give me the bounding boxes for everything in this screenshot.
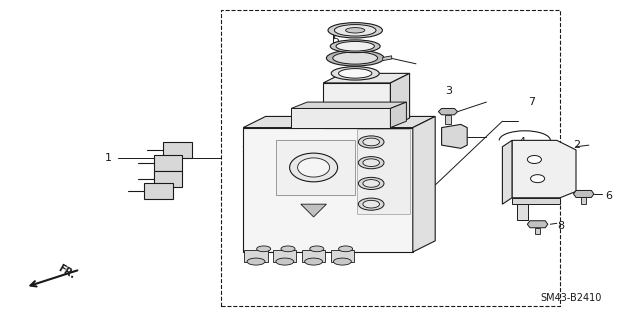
Polygon shape bbox=[273, 250, 296, 262]
Ellipse shape bbox=[276, 258, 294, 265]
Ellipse shape bbox=[333, 258, 351, 265]
Polygon shape bbox=[154, 171, 182, 187]
Polygon shape bbox=[154, 155, 182, 171]
Polygon shape bbox=[413, 116, 435, 252]
Polygon shape bbox=[323, 83, 390, 128]
Ellipse shape bbox=[305, 258, 323, 265]
Polygon shape bbox=[517, 204, 528, 220]
Ellipse shape bbox=[335, 25, 376, 36]
Text: 8: 8 bbox=[557, 221, 564, 232]
Text: 1: 1 bbox=[105, 153, 112, 163]
Ellipse shape bbox=[339, 246, 353, 252]
Ellipse shape bbox=[326, 50, 384, 66]
Ellipse shape bbox=[358, 198, 384, 210]
Ellipse shape bbox=[363, 200, 380, 208]
Polygon shape bbox=[442, 124, 467, 148]
Polygon shape bbox=[438, 108, 458, 115]
Ellipse shape bbox=[363, 138, 380, 146]
Polygon shape bbox=[276, 140, 355, 195]
Polygon shape bbox=[323, 73, 410, 83]
Polygon shape bbox=[331, 250, 354, 262]
Polygon shape bbox=[573, 190, 594, 197]
Ellipse shape bbox=[298, 158, 330, 177]
Ellipse shape bbox=[336, 41, 374, 51]
Text: 6: 6 bbox=[605, 191, 612, 201]
Bar bbox=[445, 115, 451, 124]
Polygon shape bbox=[144, 183, 173, 199]
Bar bbox=[221, 10, 560, 306]
Ellipse shape bbox=[346, 28, 365, 33]
Polygon shape bbox=[163, 142, 192, 158]
Text: FR.: FR. bbox=[56, 263, 77, 281]
Polygon shape bbox=[527, 221, 548, 228]
Text: 7: 7 bbox=[528, 97, 535, 107]
Ellipse shape bbox=[310, 246, 324, 252]
Polygon shape bbox=[301, 204, 326, 217]
Ellipse shape bbox=[358, 157, 384, 169]
Polygon shape bbox=[512, 198, 560, 204]
Polygon shape bbox=[302, 250, 325, 262]
Polygon shape bbox=[383, 56, 392, 61]
Ellipse shape bbox=[358, 177, 384, 189]
Polygon shape bbox=[243, 128, 413, 252]
Ellipse shape bbox=[339, 69, 372, 78]
Ellipse shape bbox=[531, 174, 545, 182]
Polygon shape bbox=[357, 129, 410, 214]
Text: SM43-B2410: SM43-B2410 bbox=[540, 293, 602, 303]
Ellipse shape bbox=[328, 23, 383, 38]
Ellipse shape bbox=[358, 136, 384, 148]
Polygon shape bbox=[244, 250, 268, 262]
Ellipse shape bbox=[281, 246, 295, 252]
Text: 2: 2 bbox=[573, 140, 580, 150]
Polygon shape bbox=[390, 73, 410, 128]
Ellipse shape bbox=[363, 159, 380, 167]
Text: 3: 3 bbox=[445, 86, 452, 96]
Ellipse shape bbox=[330, 40, 380, 53]
Polygon shape bbox=[502, 140, 512, 204]
Text: 5: 5 bbox=[332, 35, 339, 45]
Text: 4: 4 bbox=[518, 137, 525, 147]
Bar bbox=[581, 197, 586, 204]
Polygon shape bbox=[390, 102, 406, 128]
Bar bbox=[535, 228, 540, 234]
Ellipse shape bbox=[332, 67, 380, 80]
Ellipse shape bbox=[257, 246, 271, 252]
Polygon shape bbox=[243, 116, 435, 128]
Polygon shape bbox=[291, 102, 406, 108]
Polygon shape bbox=[512, 140, 576, 198]
Polygon shape bbox=[291, 108, 390, 128]
Ellipse shape bbox=[363, 180, 380, 187]
Ellipse shape bbox=[527, 155, 541, 164]
Ellipse shape bbox=[247, 258, 265, 265]
Ellipse shape bbox=[333, 52, 378, 64]
Ellipse shape bbox=[290, 153, 338, 182]
